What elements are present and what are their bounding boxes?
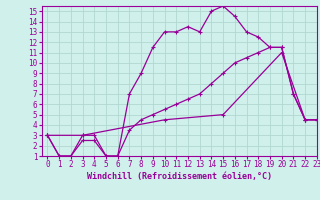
X-axis label: Windchill (Refroidissement éolien,°C): Windchill (Refroidissement éolien,°C) (87, 172, 272, 181)
